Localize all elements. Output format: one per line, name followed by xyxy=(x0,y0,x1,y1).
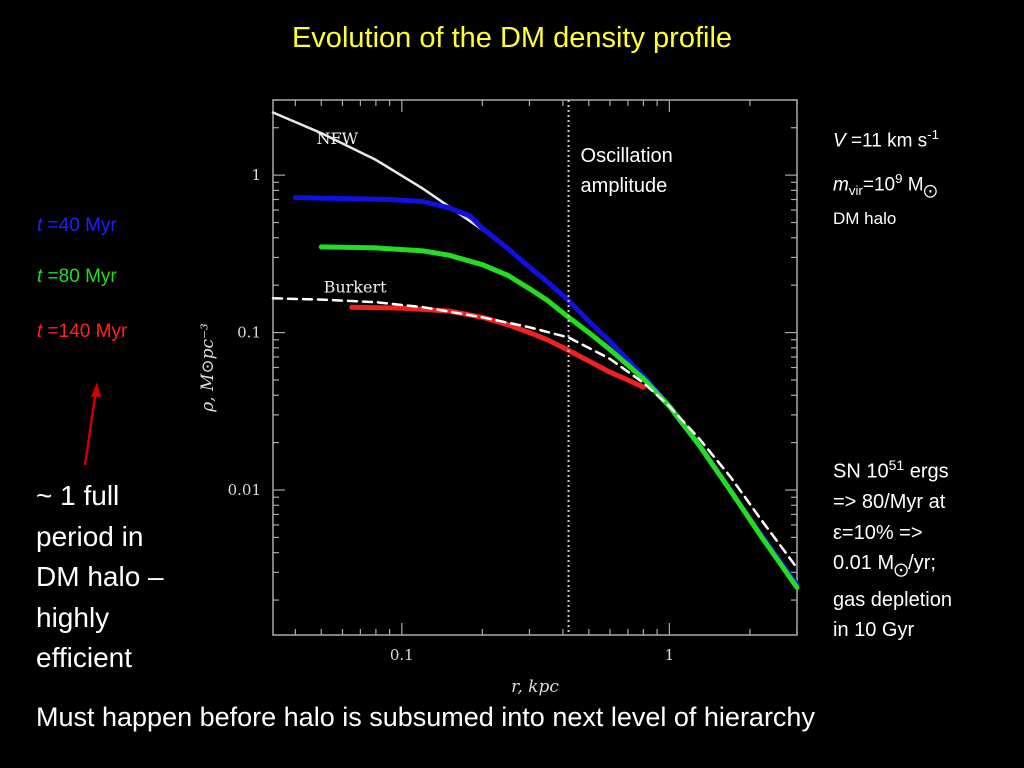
series-line-t-40-myr xyxy=(292,195,800,588)
slide-title: Evolution of the DM density profile xyxy=(291,22,733,54)
axis-ticks: 0.1 1 0.01 0.1 1 xyxy=(228,99,798,664)
pointer-arrow xyxy=(83,382,101,466)
arrow-shaft xyxy=(83,389,98,466)
series-line-nfw xyxy=(271,111,799,587)
sn-line: ε=10% => xyxy=(833,521,923,544)
mass-text: =10 xyxy=(862,174,896,196)
sn-energy: SN 10 xyxy=(833,460,889,483)
supernova-note: SN 1051 ergs => 80/Myr at ε=10% => 0.01 … xyxy=(833,450,1013,646)
density-profile-chart: 0.1 1 0.01 0.1 1 NFW Burkert Oscillation ampl… xyxy=(198,99,800,697)
sn-line: in 10 Gyr xyxy=(833,619,915,642)
curve-label: Burkert xyxy=(324,277,388,296)
velocity-line: V =11 km s-1 xyxy=(833,120,939,156)
mass-var: m xyxy=(833,174,849,196)
sun-symbol-icon: ⨀ xyxy=(894,561,909,578)
legend-t40: t =40 Myr xyxy=(37,215,117,237)
x-axis-label: r, kpc xyxy=(511,677,559,697)
mass-line: mvir=109 M⨀ xyxy=(833,164,939,206)
curve-label: NFW xyxy=(317,129,359,148)
legend-t140-var: t xyxy=(37,321,43,342)
velocity-var: V xyxy=(833,130,846,152)
mass-sub: vir xyxy=(848,183,863,199)
legend-t80-var: t xyxy=(37,266,43,287)
legend-t140: t =140 Myr xyxy=(37,321,127,343)
velocity-exp: -1 xyxy=(927,127,939,142)
halo-label: DM halo xyxy=(833,209,897,229)
note-left-line: highly xyxy=(36,601,110,633)
series-line-t-140-myr xyxy=(349,304,646,390)
sn-exp: 51 xyxy=(888,457,905,473)
series-line-burkert xyxy=(271,297,799,570)
legend-t140-text: =140 Myr xyxy=(42,321,128,342)
series-group: NFW Burkert xyxy=(271,111,800,591)
note-left: ~ 1 full period in DM halo – highly effi… xyxy=(36,476,236,679)
legend-t40-text: =40 Myr xyxy=(42,215,117,236)
y-tick-label: 0.1 xyxy=(237,324,261,342)
sun-symbol-icon: ⨀ xyxy=(923,183,937,199)
note-left-line: ~ 1 full xyxy=(36,480,120,511)
series-line-t-80-myr xyxy=(318,244,800,591)
sn-line: 0.01 M⨀/yr; xyxy=(833,548,1013,585)
x-tick-label: 0.1 xyxy=(390,646,414,664)
arrow-head xyxy=(91,382,101,397)
halo-parameters: V =11 km s-1 mvir=109 M⨀ DM halo xyxy=(833,120,939,234)
x-tick-label: 1 xyxy=(665,646,675,664)
mass-exp: 9 xyxy=(895,171,903,187)
sn-rate-unit: /yr; xyxy=(908,552,936,575)
plot-frame xyxy=(272,99,798,636)
y-tick-label: 0.01 xyxy=(228,481,261,499)
note-left-line: DM halo – xyxy=(36,561,164,592)
note-left-line: period in xyxy=(36,520,144,552)
legend-t40-var: t xyxy=(37,215,43,236)
sn-rate: 0.01 M xyxy=(833,552,895,575)
velocity-text: =11 km s xyxy=(845,130,928,152)
oscillation-label: Oscillation xyxy=(581,145,673,167)
sn-unit: ergs xyxy=(904,460,949,483)
footer-text: Must happen before halo is subsumed into… xyxy=(36,702,815,732)
legend-t80-text: =80 Myr xyxy=(42,266,117,287)
legend-t80: t =80 Myr xyxy=(37,266,117,288)
y-axis-label: ρ, M⊙pc⁻³ xyxy=(198,323,218,413)
sn-line: gas depletion xyxy=(833,588,952,611)
oscillation-label: amplitude xyxy=(581,175,668,197)
sn-line: => 80/Myr at xyxy=(833,491,946,514)
y-tick-label: 1 xyxy=(251,166,261,184)
note-left-line: efficient xyxy=(36,642,132,673)
sn-line: SN 1051 ergs xyxy=(833,450,1013,487)
mass-unit: M xyxy=(902,174,924,196)
